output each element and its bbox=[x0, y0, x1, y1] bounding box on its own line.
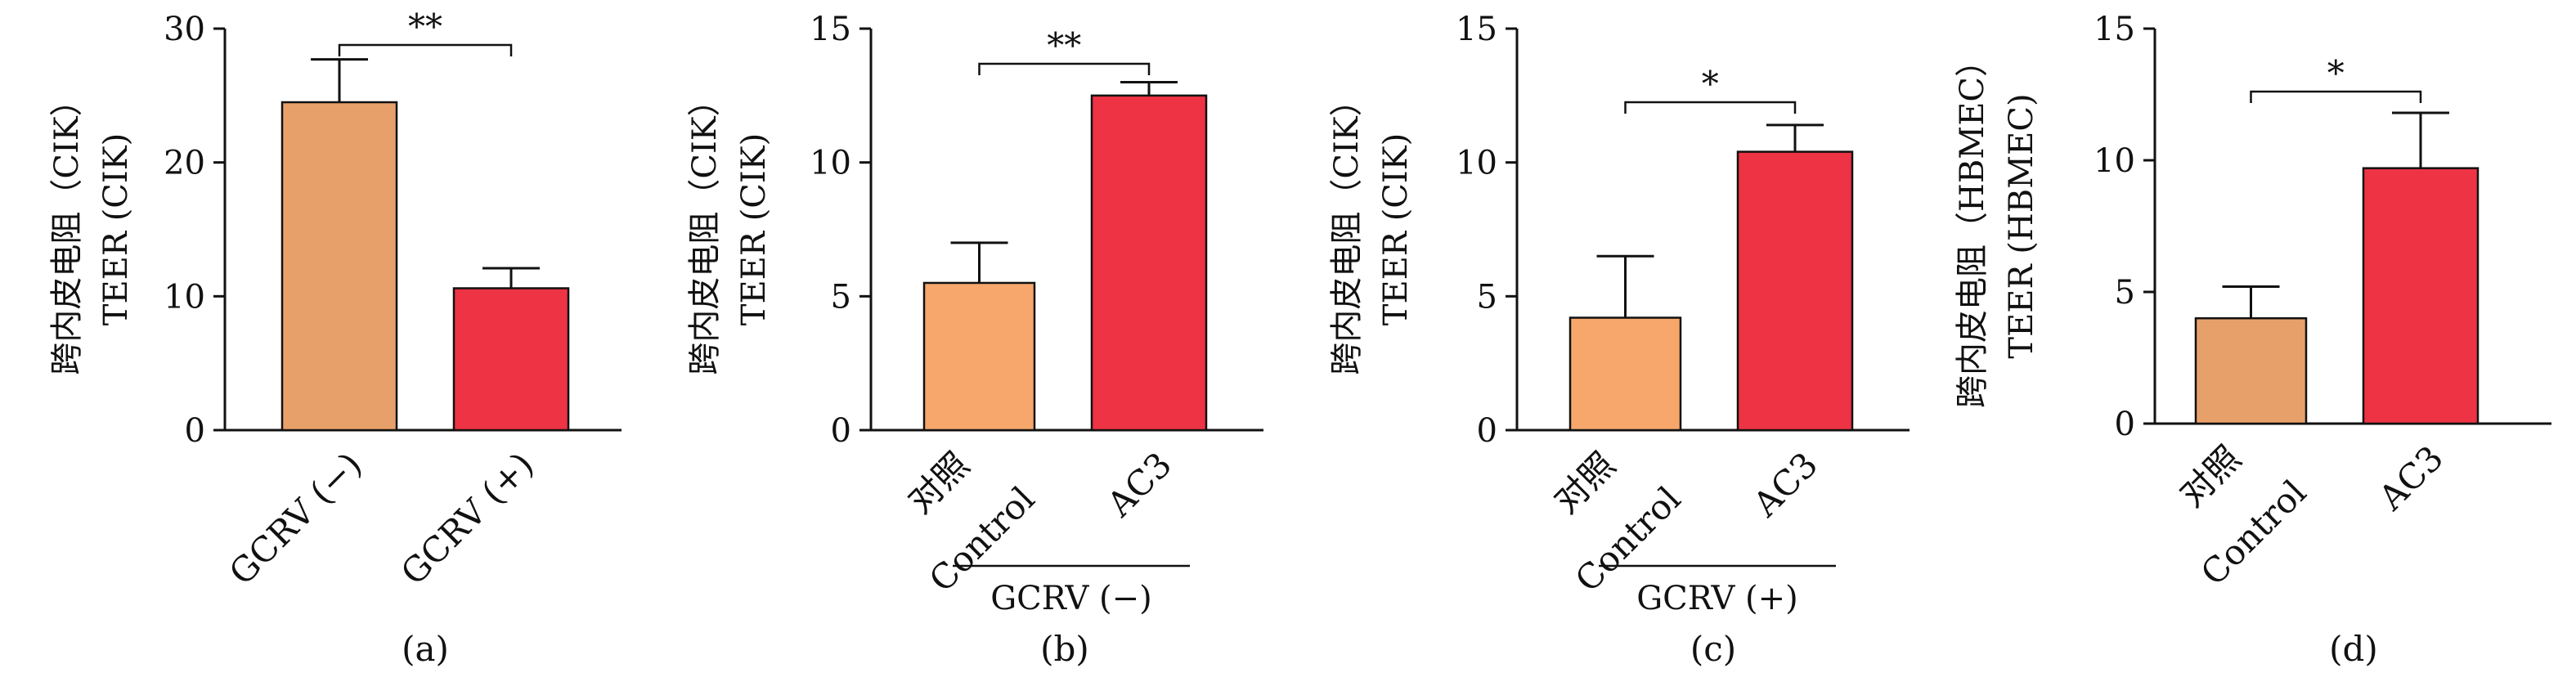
y-tick-label: 10 bbox=[2094, 142, 2135, 180]
y-tick-label: 30 bbox=[164, 11, 205, 48]
x-tick-label: 对照 bbox=[900, 444, 977, 521]
significance-bracket bbox=[338, 43, 513, 56]
group-label: GCRV (−) bbox=[990, 580, 1152, 617]
panel-label: (a) bbox=[402, 629, 449, 669]
y-tick-label: 10 bbox=[1456, 145, 1497, 182]
significance-bracket bbox=[1624, 101, 1797, 114]
y-axis-label: 跨内皮电阻（CIK） bbox=[48, 83, 86, 375]
y-tick-label: 20 bbox=[164, 145, 205, 182]
significance-label: * bbox=[2327, 53, 2345, 93]
x-tick-label: AC3 bbox=[2371, 437, 2451, 518]
significance-label: ** bbox=[408, 7, 442, 47]
bar bbox=[1090, 94, 1208, 432]
y-axis-label: 跨内皮电阻（CIK） bbox=[686, 83, 724, 375]
y-axis-label: TEER (HBMEC) bbox=[2003, 93, 2040, 358]
bar bbox=[280, 101, 398, 432]
x-tick-label: AC3 bbox=[1745, 444, 1825, 524]
y-tick-label: 5 bbox=[2115, 274, 2135, 312]
y-tick-label: 0 bbox=[185, 412, 205, 450]
y-tick-label: 15 bbox=[2094, 11, 2135, 48]
y-tick-label: 15 bbox=[1456, 11, 1497, 48]
x-tick-label: 对照 bbox=[2172, 437, 2249, 514]
x-tick-label: AC3 bbox=[1099, 444, 1179, 524]
y-tick-label: 0 bbox=[2115, 406, 2135, 443]
bar bbox=[452, 287, 570, 432]
panel-a: 0 10 20 30 跨内皮电阻（CIK） TEER (CIK) GCRV (−) GCRV … bbox=[48, 7, 622, 669]
panel-label: (d) bbox=[2329, 629, 2378, 669]
y-axis-label: 跨内皮电阻（HBMEC） bbox=[1954, 44, 1991, 408]
y-axis-label: TEER (CIK) bbox=[735, 133, 773, 325]
bar bbox=[1736, 150, 1854, 432]
y-axis-label: TEER (CIK) bbox=[1377, 133, 1415, 325]
significance-label: ** bbox=[1047, 25, 1081, 65]
bar bbox=[2194, 316, 2308, 425]
x-tick-label: 对照 bbox=[1546, 444, 1623, 521]
x-tick-label: GCRV (+) bbox=[393, 444, 541, 592]
significance-bracket bbox=[978, 62, 1151, 75]
significance-bracket bbox=[2250, 90, 2422, 103]
significance-label: * bbox=[1702, 64, 1719, 104]
group-label: GCRV (+) bbox=[1636, 580, 1798, 617]
y-tick-label: 10 bbox=[164, 278, 205, 316]
y-axis-label: 跨内皮电阻（CIK） bbox=[1328, 83, 1366, 375]
y-tick-label: 10 bbox=[810, 145, 851, 182]
y-tick-label: 5 bbox=[1477, 278, 1497, 316]
bar bbox=[2362, 167, 2480, 425]
panel-label: (b) bbox=[1040, 629, 1089, 669]
y-tick-label: 15 bbox=[810, 11, 851, 48]
y-tick-label: 0 bbox=[1477, 412, 1497, 450]
y-tick-label: 5 bbox=[831, 278, 851, 316]
y-tick-label: 0 bbox=[831, 412, 851, 450]
x-tick-label: GCRV (−) bbox=[222, 444, 370, 592]
bar bbox=[1568, 316, 1682, 432]
bar bbox=[922, 281, 1036, 432]
y-axis-label: TEER (CIK) bbox=[97, 133, 135, 325]
panel-label: (c) bbox=[1690, 629, 1736, 669]
